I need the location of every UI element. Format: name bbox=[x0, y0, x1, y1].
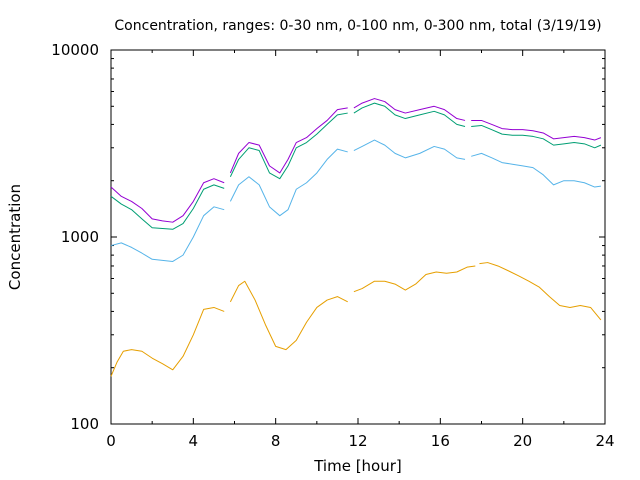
x-tick-label: 16 bbox=[431, 432, 450, 450]
series-3-segment bbox=[229, 148, 348, 217]
series-line-4 bbox=[110, 262, 602, 377]
x-tick-label: 24 bbox=[595, 432, 614, 450]
x-tick-label: 12 bbox=[348, 432, 367, 450]
y-axis-title: Concentration bbox=[6, 184, 24, 290]
axis-tick-labels: 0 4 8 12 16 20 24 100 1000 10000 bbox=[51, 41, 614, 450]
series-line-2 bbox=[110, 102, 602, 230]
series-line-3 bbox=[110, 139, 601, 262]
series-2-segment bbox=[471, 124, 602, 149]
series-4-segment bbox=[110, 306, 225, 377]
series-3-segment bbox=[471, 152, 601, 188]
x-tick-label: 0 bbox=[106, 432, 116, 450]
series-3-segment bbox=[353, 139, 466, 160]
series-4-segment bbox=[353, 265, 476, 293]
series-3-segment bbox=[110, 206, 225, 262]
x-axis-title: Time [hour] bbox=[313, 457, 402, 475]
series-4-segment bbox=[229, 280, 348, 351]
series-2-segment bbox=[110, 184, 225, 230]
chart-title: Concentration, ranges: 0-30 nm, 0-100 nm… bbox=[114, 18, 601, 34]
x-tick-label: 20 bbox=[513, 432, 532, 450]
series-layer bbox=[110, 98, 602, 377]
y-tick-label: 100 bbox=[70, 415, 99, 433]
axis-ticks bbox=[110, 49, 606, 425]
series-2-segment bbox=[353, 102, 466, 127]
x-tick-label: 4 bbox=[189, 432, 199, 450]
plot-frame bbox=[110, 49, 606, 425]
x-tick-label: 8 bbox=[271, 432, 281, 450]
series-4-segment bbox=[479, 262, 602, 321]
series-1-segment bbox=[110, 178, 225, 223]
series-1-segment bbox=[353, 98, 466, 121]
series-1-segment bbox=[471, 119, 602, 141]
series-1-segment bbox=[229, 107, 348, 174]
y-tick-label: 1000 bbox=[61, 228, 99, 246]
series-line-1 bbox=[110, 98, 602, 223]
series-2-segment bbox=[229, 112, 348, 180]
y-tick-label: 10000 bbox=[51, 41, 99, 59]
